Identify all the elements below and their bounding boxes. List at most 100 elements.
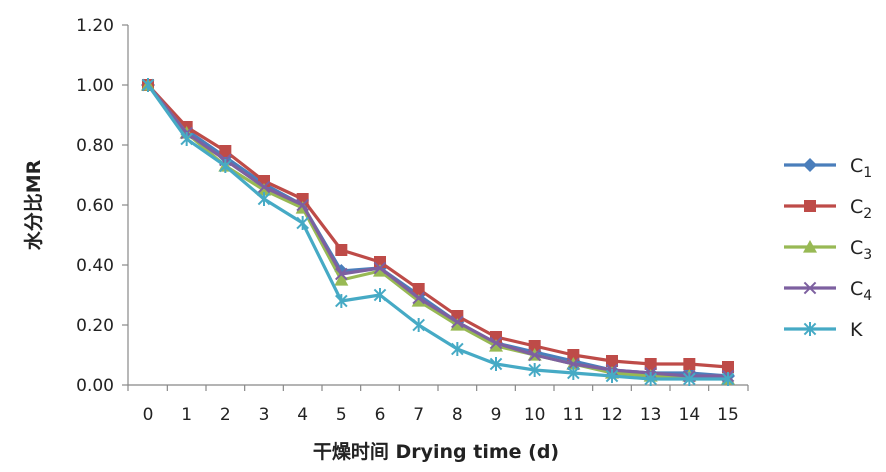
data-point-c3 [450,318,465,331]
data-point-c2 [644,358,657,370]
legend-item-c4: C4 [784,278,872,304]
y-axis: 0.00 0.20 0.40 0.60 0.80 1.00 1.20 [76,16,129,396]
y-tick-label: 0.00 [76,376,114,396]
x-tick-label: 10 [524,405,546,425]
series-line-c3 [146,83,729,381]
data-point-c4 [489,336,503,350]
x-tick-label: 2 [220,405,231,425]
legend: C1 C2 C3 C4 K [784,155,872,341]
data-point-c4 [412,291,425,305]
marker-stroke [567,357,580,371]
x-tick-label: 3 [259,405,270,425]
data-point-k [257,192,271,206]
data-point-k [219,159,232,173]
data-point-k [296,216,309,230]
y-tick-label: 0.40 [76,256,114,276]
marker-stroke [451,315,464,329]
legend-label: K [850,319,863,341]
legend-marker [804,200,816,212]
x-tick-label: 4 [297,405,308,425]
data-point-k [141,78,155,92]
x-tick-label: 13 [640,405,662,425]
data-point-k [489,357,503,371]
series-k [141,78,735,386]
data-point-c3 [373,264,387,277]
x-tick-label: 6 [375,405,386,425]
x-tick-label: 14 [679,405,701,425]
x-axis-title: 干燥时间 Drying time (d) [313,441,559,463]
data-point-k [721,372,735,386]
data-point-c4 [373,261,387,275]
data-point-k [373,288,387,302]
series-line-c1 [146,83,729,378]
data-point-c4 [451,315,464,329]
data-point-c2 [528,340,541,352]
data-point-c4 [257,180,271,194]
data-point-c4 [335,267,348,281]
marker-stroke [803,281,817,295]
data-point-c4 [567,357,580,371]
series-line-c4 [146,83,728,378]
data-point-c2 [722,361,734,373]
data-point-c4 [528,348,541,362]
x-axis: 0 1 2 3 4 5 6 7 8 9 10 11 12 13 14 15 [127,384,749,425]
data-point-k [528,363,541,377]
data-point-c2 [567,349,580,361]
data-point-k [644,372,657,386]
data-point-k [683,372,696,386]
marker-stroke [257,180,271,194]
data-point-c3 [411,294,426,307]
marker-stroke [296,198,309,212]
legend-item-c2: C2 [784,196,872,222]
x-tick-label: 8 [452,405,463,425]
data-point-c3 [489,339,503,352]
data-point-k [335,294,348,308]
series-c2 [142,79,734,373]
x-tick-label: 12 [601,405,623,425]
x-tick-label: 11 [563,405,585,425]
legend-marker [803,158,817,172]
data-point-k [567,366,580,380]
y-tick-label: 1.20 [76,16,114,36]
data-point-c2 [606,355,618,367]
legend-item-c1: C1 [784,155,872,181]
data-point-k [451,342,464,356]
series-line-c2 [146,83,729,369]
x-tick-label: 7 [413,405,424,425]
legend-item-c3: C3 [784,237,872,263]
y-axis-title: 水分比MR [23,159,45,250]
data-point-c2 [412,283,425,295]
data-point-c3 [334,273,349,286]
data-point-c2 [335,244,348,256]
legend-item-k: K [784,319,863,341]
data-point-c2 [219,145,232,157]
data-point-c4 [296,198,309,212]
data-point-c2 [683,358,696,370]
legend-label: C4 [850,278,872,304]
marker-stroke [489,336,503,350]
series-layer [141,78,735,386]
legend-label: C1 [850,155,872,181]
x-tick-label: 5 [336,405,347,425]
legend-marker [803,322,817,336]
legend-label: C2 [850,196,872,222]
legend-marker [803,240,817,253]
y-tick-label: 0.60 [76,196,114,216]
y-tick-label: 0.20 [76,316,114,336]
x-tick-label: 15 [717,405,739,425]
y-tick-label: 1.00 [76,76,114,96]
series-line-k [146,84,728,381]
data-point-k [412,318,425,332]
x-tick-label: 1 [181,405,192,425]
marker-stroke [373,261,387,275]
marker-stroke [412,291,425,305]
data-point-k [605,369,619,383]
x-tick-label: 9 [491,405,502,425]
y-tick-label: 0.80 [76,136,114,156]
marker-stroke [528,348,541,362]
x-tick-label: 0 [143,405,154,425]
marker-stroke [335,267,348,281]
legend-label: C3 [850,237,872,263]
data-point-c3 [257,183,271,196]
